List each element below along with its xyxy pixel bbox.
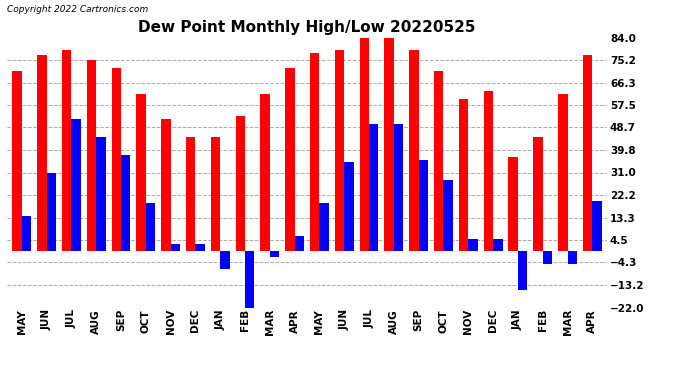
Bar xyxy=(260,93,270,252)
Bar xyxy=(220,252,230,269)
Bar xyxy=(186,137,195,252)
Bar xyxy=(369,124,379,252)
Bar xyxy=(170,244,180,252)
Title: Dew Point Monthly High/Low 20220525: Dew Point Monthly High/Low 20220525 xyxy=(138,20,476,35)
Bar xyxy=(543,252,552,264)
Bar xyxy=(235,117,245,252)
Bar xyxy=(87,60,96,252)
Bar xyxy=(583,56,592,252)
Bar xyxy=(493,239,502,252)
Bar xyxy=(245,252,255,308)
Bar xyxy=(469,239,477,252)
Bar xyxy=(484,91,493,252)
Bar xyxy=(47,172,56,252)
Text: Copyright 2022 Cartronics.com: Copyright 2022 Cartronics.com xyxy=(7,5,148,14)
Bar xyxy=(195,244,205,252)
Bar xyxy=(394,124,403,252)
Bar xyxy=(459,99,469,252)
Bar xyxy=(409,50,419,252)
Bar xyxy=(434,70,444,252)
Bar xyxy=(121,154,130,252)
Bar xyxy=(384,38,394,252)
Bar xyxy=(96,137,106,252)
Bar xyxy=(310,53,319,252)
Bar xyxy=(567,252,577,264)
Bar xyxy=(335,50,344,252)
Bar xyxy=(22,216,31,252)
Bar xyxy=(37,56,47,252)
Bar xyxy=(285,68,295,252)
Bar xyxy=(509,157,518,252)
Bar xyxy=(62,50,71,252)
Bar xyxy=(533,137,543,252)
Bar xyxy=(71,119,81,252)
Bar xyxy=(344,162,354,252)
Bar xyxy=(558,93,567,252)
Bar xyxy=(270,252,279,257)
Bar xyxy=(592,201,602,252)
Bar xyxy=(211,137,220,252)
Bar xyxy=(518,252,527,290)
Bar xyxy=(12,70,22,252)
Bar xyxy=(419,160,428,252)
Legend: Low  (°F), High (°F): Low (°F), High (°F) xyxy=(540,0,689,3)
Bar xyxy=(319,203,329,252)
Bar xyxy=(137,93,146,252)
Bar xyxy=(146,203,155,252)
Bar xyxy=(112,68,121,252)
Bar xyxy=(295,236,304,252)
Bar xyxy=(444,180,453,252)
Bar xyxy=(359,38,369,252)
Bar xyxy=(161,119,170,252)
